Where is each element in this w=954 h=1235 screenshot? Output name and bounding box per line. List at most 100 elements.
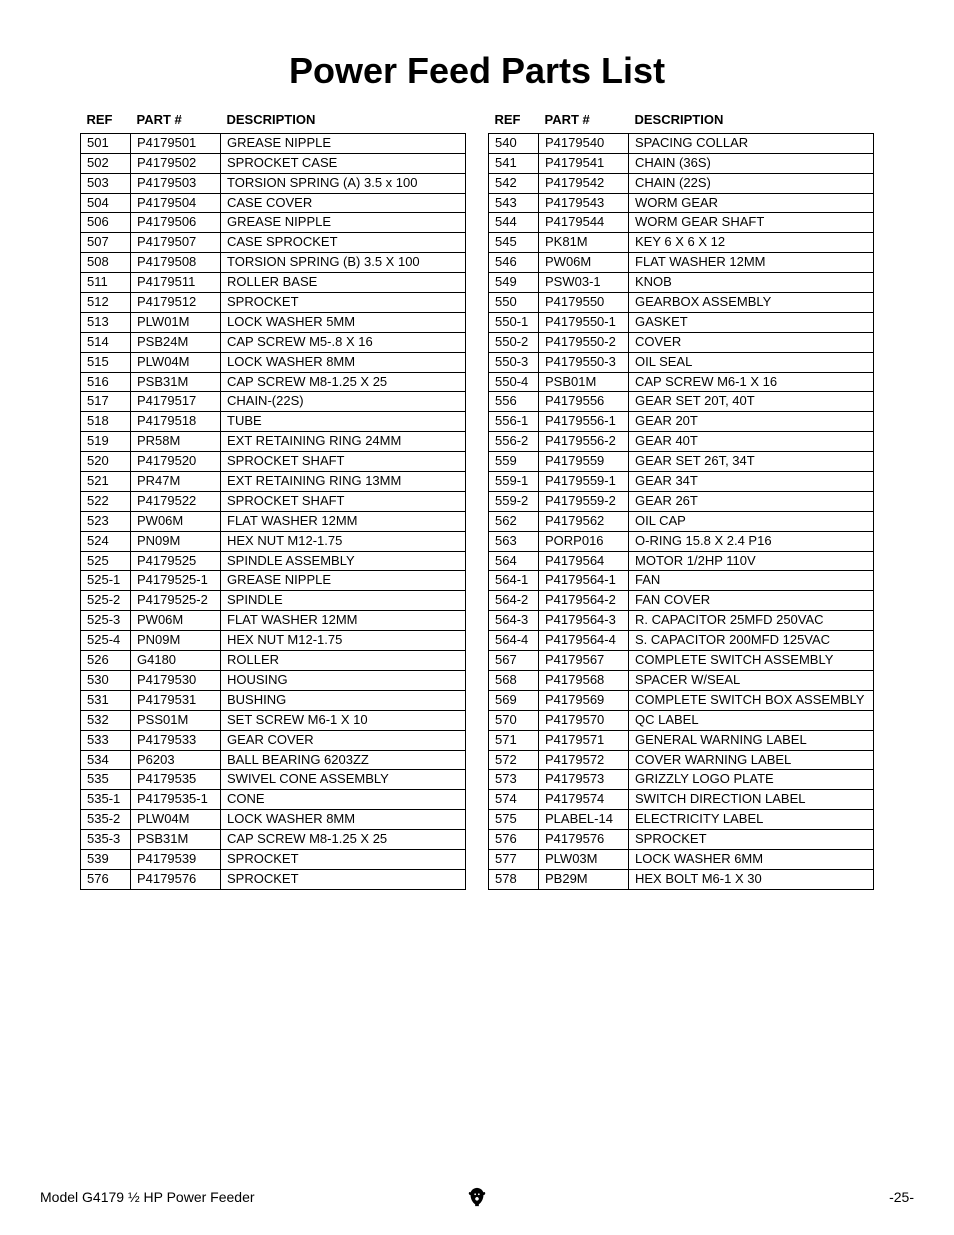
cell-part: P4179559-2 bbox=[539, 491, 629, 511]
cell-part: PW06M bbox=[131, 611, 221, 631]
cell-desc: GEAR SET 26T, 34T bbox=[629, 452, 874, 472]
header-row: REF PART # DESCRIPTION bbox=[81, 110, 466, 133]
cell-desc: SWIVEL CONE ASSEMBLY bbox=[221, 770, 466, 790]
table-row: 512P4179512SPROCKET bbox=[81, 293, 466, 313]
cell-part: P4179511 bbox=[131, 273, 221, 293]
cell-desc: ROLLER bbox=[221, 651, 466, 671]
cell-ref: 564 bbox=[489, 551, 539, 571]
table-row: 501P4179501GREASE NIPPLE bbox=[81, 133, 466, 153]
cell-part: P4179572 bbox=[539, 750, 629, 770]
tables-container: REF PART # DESCRIPTION 501P4179501GREASE… bbox=[40, 110, 914, 890]
cell-desc: KEY 6 X 6 X 12 bbox=[629, 233, 874, 253]
cell-desc: SPINDLE ASSEMBLY bbox=[221, 551, 466, 571]
cell-ref: 564-1 bbox=[489, 571, 539, 591]
col-header-desc: DESCRIPTION bbox=[629, 110, 874, 133]
table-row: 571P4179571GENERAL WARNING LABEL bbox=[489, 730, 874, 750]
cell-part: PW06M bbox=[131, 511, 221, 531]
table-row: 564P4179564MOTOR 1/2HP 110V bbox=[489, 551, 874, 571]
cell-part: P4179559 bbox=[539, 452, 629, 472]
cell-part: PN09M bbox=[131, 631, 221, 651]
cell-desc: GREASE NIPPLE bbox=[221, 213, 466, 233]
table-row: 521PR47MEXT RETAINING RING 13MM bbox=[81, 472, 466, 492]
cell-ref: 571 bbox=[489, 730, 539, 750]
cell-ref: 516 bbox=[81, 372, 131, 392]
cell-desc: HOUSING bbox=[221, 670, 466, 690]
cell-desc: CHAIN (22S) bbox=[629, 173, 874, 193]
cell-desc: KNOB bbox=[629, 273, 874, 293]
cell-part: P4179512 bbox=[131, 293, 221, 313]
table-row: 549PSW03-1KNOB bbox=[489, 273, 874, 293]
cell-part: PSS01M bbox=[131, 710, 221, 730]
cell-desc: GEAR 34T bbox=[629, 472, 874, 492]
cell-desc: SWITCH DIRECTION LABEL bbox=[629, 790, 874, 810]
table-row: 576P4179576SPROCKET bbox=[81, 869, 466, 889]
cell-part: P4179574 bbox=[539, 790, 629, 810]
cell-ref: 513 bbox=[81, 312, 131, 332]
cell-ref: 543 bbox=[489, 193, 539, 213]
cell-desc: GEAR 26T bbox=[629, 491, 874, 511]
cell-ref: 564-3 bbox=[489, 611, 539, 631]
table-row: 541P4179541CHAIN (36S) bbox=[489, 153, 874, 173]
table-row: 503P4179503TORSION SPRING (A) 3.5 x 100 bbox=[81, 173, 466, 193]
table-row: 518P4179518TUBE bbox=[81, 412, 466, 432]
table-row: 517P4179517CHAIN-(22S) bbox=[81, 392, 466, 412]
cell-part: P4179525-1 bbox=[131, 571, 221, 591]
table-row: 544P4179544WORM GEAR SHAFT bbox=[489, 213, 874, 233]
cell-ref: 533 bbox=[81, 730, 131, 750]
cell-part: G4180 bbox=[131, 651, 221, 671]
cell-desc: QC LABEL bbox=[629, 710, 874, 730]
cell-part: P4179506 bbox=[131, 213, 221, 233]
table-row: 577PLW03MLOCK WASHER 6MM bbox=[489, 849, 874, 869]
cell-desc: COVER WARNING LABEL bbox=[629, 750, 874, 770]
cell-ref: 525-4 bbox=[81, 631, 131, 651]
cell-part: PLW04M bbox=[131, 352, 221, 372]
cell-desc: FAN COVER bbox=[629, 591, 874, 611]
cell-ref: 546 bbox=[489, 253, 539, 273]
cell-desc: SPROCKET bbox=[221, 869, 466, 889]
cell-desc: CHAIN-(22S) bbox=[221, 392, 466, 412]
cell-desc: ROLLER BASE bbox=[221, 273, 466, 293]
cell-part: P4179568 bbox=[539, 670, 629, 690]
cell-ref: 577 bbox=[489, 849, 539, 869]
cell-part: P4179571 bbox=[539, 730, 629, 750]
col-header-desc: DESCRIPTION bbox=[221, 110, 466, 133]
cell-desc: FLAT WASHER 12MM bbox=[221, 611, 466, 631]
cell-ref: 569 bbox=[489, 690, 539, 710]
table-row: 556-2P4179556-2GEAR 40T bbox=[489, 432, 874, 452]
cell-part: P4179525-2 bbox=[131, 591, 221, 611]
cell-desc: FAN bbox=[629, 571, 874, 591]
table-row: 564-2P4179564-2FAN COVER bbox=[489, 591, 874, 611]
cell-ref: 502 bbox=[81, 153, 131, 173]
cell-ref: 550-4 bbox=[489, 372, 539, 392]
cell-ref: 524 bbox=[81, 531, 131, 551]
table-row: 545PK81MKEY 6 X 6 X 12 bbox=[489, 233, 874, 253]
table-row: 559-1P4179559-1GEAR 34T bbox=[489, 472, 874, 492]
cell-desc: COVER bbox=[629, 332, 874, 352]
cell-part: P4179501 bbox=[131, 133, 221, 153]
cell-ref: 517 bbox=[81, 392, 131, 412]
cell-part: PW06M bbox=[539, 253, 629, 273]
cell-part: P4179564-1 bbox=[539, 571, 629, 591]
cell-ref: 564-4 bbox=[489, 631, 539, 651]
table-row: 576P4179576SPROCKET bbox=[489, 830, 874, 850]
cell-desc: HEX BOLT M6-1 X 30 bbox=[629, 869, 874, 889]
cell-part: P4179564 bbox=[539, 551, 629, 571]
footer-page-number: -25- bbox=[889, 1189, 914, 1205]
cell-desc: CAP SCREW M8-1.25 X 25 bbox=[221, 372, 466, 392]
cell-ref: 564-2 bbox=[489, 591, 539, 611]
cell-part: P4179562 bbox=[539, 511, 629, 531]
cell-ref: 562 bbox=[489, 511, 539, 531]
cell-ref: 556 bbox=[489, 392, 539, 412]
cell-part: P4179530 bbox=[131, 670, 221, 690]
cell-part: P4179564-4 bbox=[539, 631, 629, 651]
cell-part: P4179525 bbox=[131, 551, 221, 571]
cell-desc: GREASE NIPPLE bbox=[221, 133, 466, 153]
table-row: 520P4179520SPROCKET SHAFT bbox=[81, 452, 466, 472]
table-row: 562P4179562OIL CAP bbox=[489, 511, 874, 531]
table-row: 524PN09MHEX NUT M12-1.75 bbox=[81, 531, 466, 551]
cell-part: P4179576 bbox=[539, 830, 629, 850]
cell-ref: 535-2 bbox=[81, 810, 131, 830]
cell-part: P4179535 bbox=[131, 770, 221, 790]
cell-ref: 559-1 bbox=[489, 472, 539, 492]
cell-desc: CASE SPROCKET bbox=[221, 233, 466, 253]
